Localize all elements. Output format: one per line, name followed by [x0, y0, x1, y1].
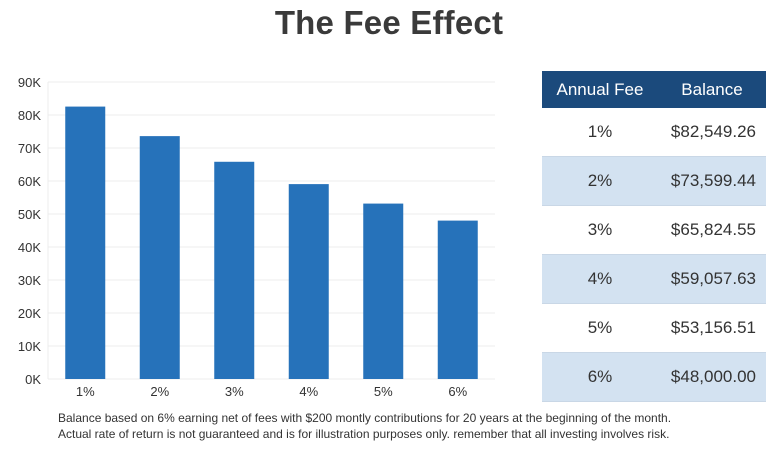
balance-cell: $59,057.63 [670, 269, 756, 288]
table-row: 3% $65,824.55 [542, 206, 766, 255]
y-tick-label: 70K [18, 141, 41, 156]
x-tick-label: 1% [76, 384, 95, 399]
bar-chart: 0K 10K 20K 30K 40K 50K 60K 70K 80K 90K 1% 2% 3% 4% 5%… [18, 75, 495, 399]
table-row: 5% $53,156.51 [542, 304, 766, 353]
y-tick-label: 20K [18, 306, 41, 321]
y-tick-label: 50K [18, 207, 41, 222]
bar-5% [363, 203, 404, 379]
bar-1% [65, 106, 106, 380]
y-axis-ticks: 0K 10K 20K 30K 40K 50K 60K 70K 80K 90K [18, 75, 41, 387]
fee-cell: 2% [587, 171, 613, 190]
y-tick-label: 30K [18, 273, 41, 288]
balance-cell: $73,599.44 [670, 171, 756, 190]
table-row: 2% $73,599.44 [542, 157, 766, 206]
header-balance: Balance [681, 79, 743, 99]
balance-cell: $48,000.00 [670, 367, 756, 386]
chart-bars [65, 106, 478, 380]
y-tick-label: 60K [18, 174, 41, 189]
x-tick-label: 6% [448, 384, 467, 399]
bar-2% [139, 136, 180, 379]
x-tick-label: 2% [150, 384, 169, 399]
balance-cell: $53,156.51 [670, 318, 756, 337]
fee-cell: 5% [587, 318, 613, 337]
bar-6% [437, 220, 478, 379]
fee-cell: 1% [587, 122, 613, 141]
fee-cell: 4% [587, 269, 613, 288]
y-tick-label: 80K [18, 108, 41, 123]
header-annual-fee: Annual Fee [556, 79, 644, 99]
balance-cell: $82,549.26 [670, 122, 756, 141]
bar-4% [288, 184, 329, 379]
y-tick-label: 40K [18, 240, 41, 255]
footnote-line-2: Actual rate of return is not guaranteed … [58, 427, 670, 441]
x-tick-label: 3% [225, 384, 244, 399]
page-title: The Fee Effect [274, 4, 504, 41]
table-row: 6% $48,000.00 [542, 353, 766, 402]
y-tick-label: 10K [18, 339, 41, 354]
chart-gridlines [47, 81, 495, 380]
x-tick-label: 4% [299, 384, 318, 399]
footnote: Balance based on 6% earning net of fees … [58, 410, 671, 442]
bar-3% [214, 161, 255, 379]
fee-cell: 6% [587, 367, 613, 386]
table-header: Annual Fee Balance [542, 71, 766, 108]
fee-cell: 3% [587, 220, 613, 239]
x-tick-label: 5% [374, 384, 393, 399]
x-axis-ticks: 1% 2% 3% 4% 5% 6% [76, 384, 468, 399]
footnote-line-1: Balance based on 6% earning net of fees … [58, 411, 672, 425]
table-row: 4% $59,057.63 [542, 255, 766, 304]
table-row: 1% $82,549.26 [542, 108, 766, 157]
balance-cell: $65,824.55 [670, 220, 756, 239]
fee-balance-table: Annual Fee Balance 1% $82,549.26 2% $73,… [542, 71, 766, 402]
y-tick-label: 90K [18, 75, 41, 90]
y-tick-label: 0K [25, 372, 41, 387]
